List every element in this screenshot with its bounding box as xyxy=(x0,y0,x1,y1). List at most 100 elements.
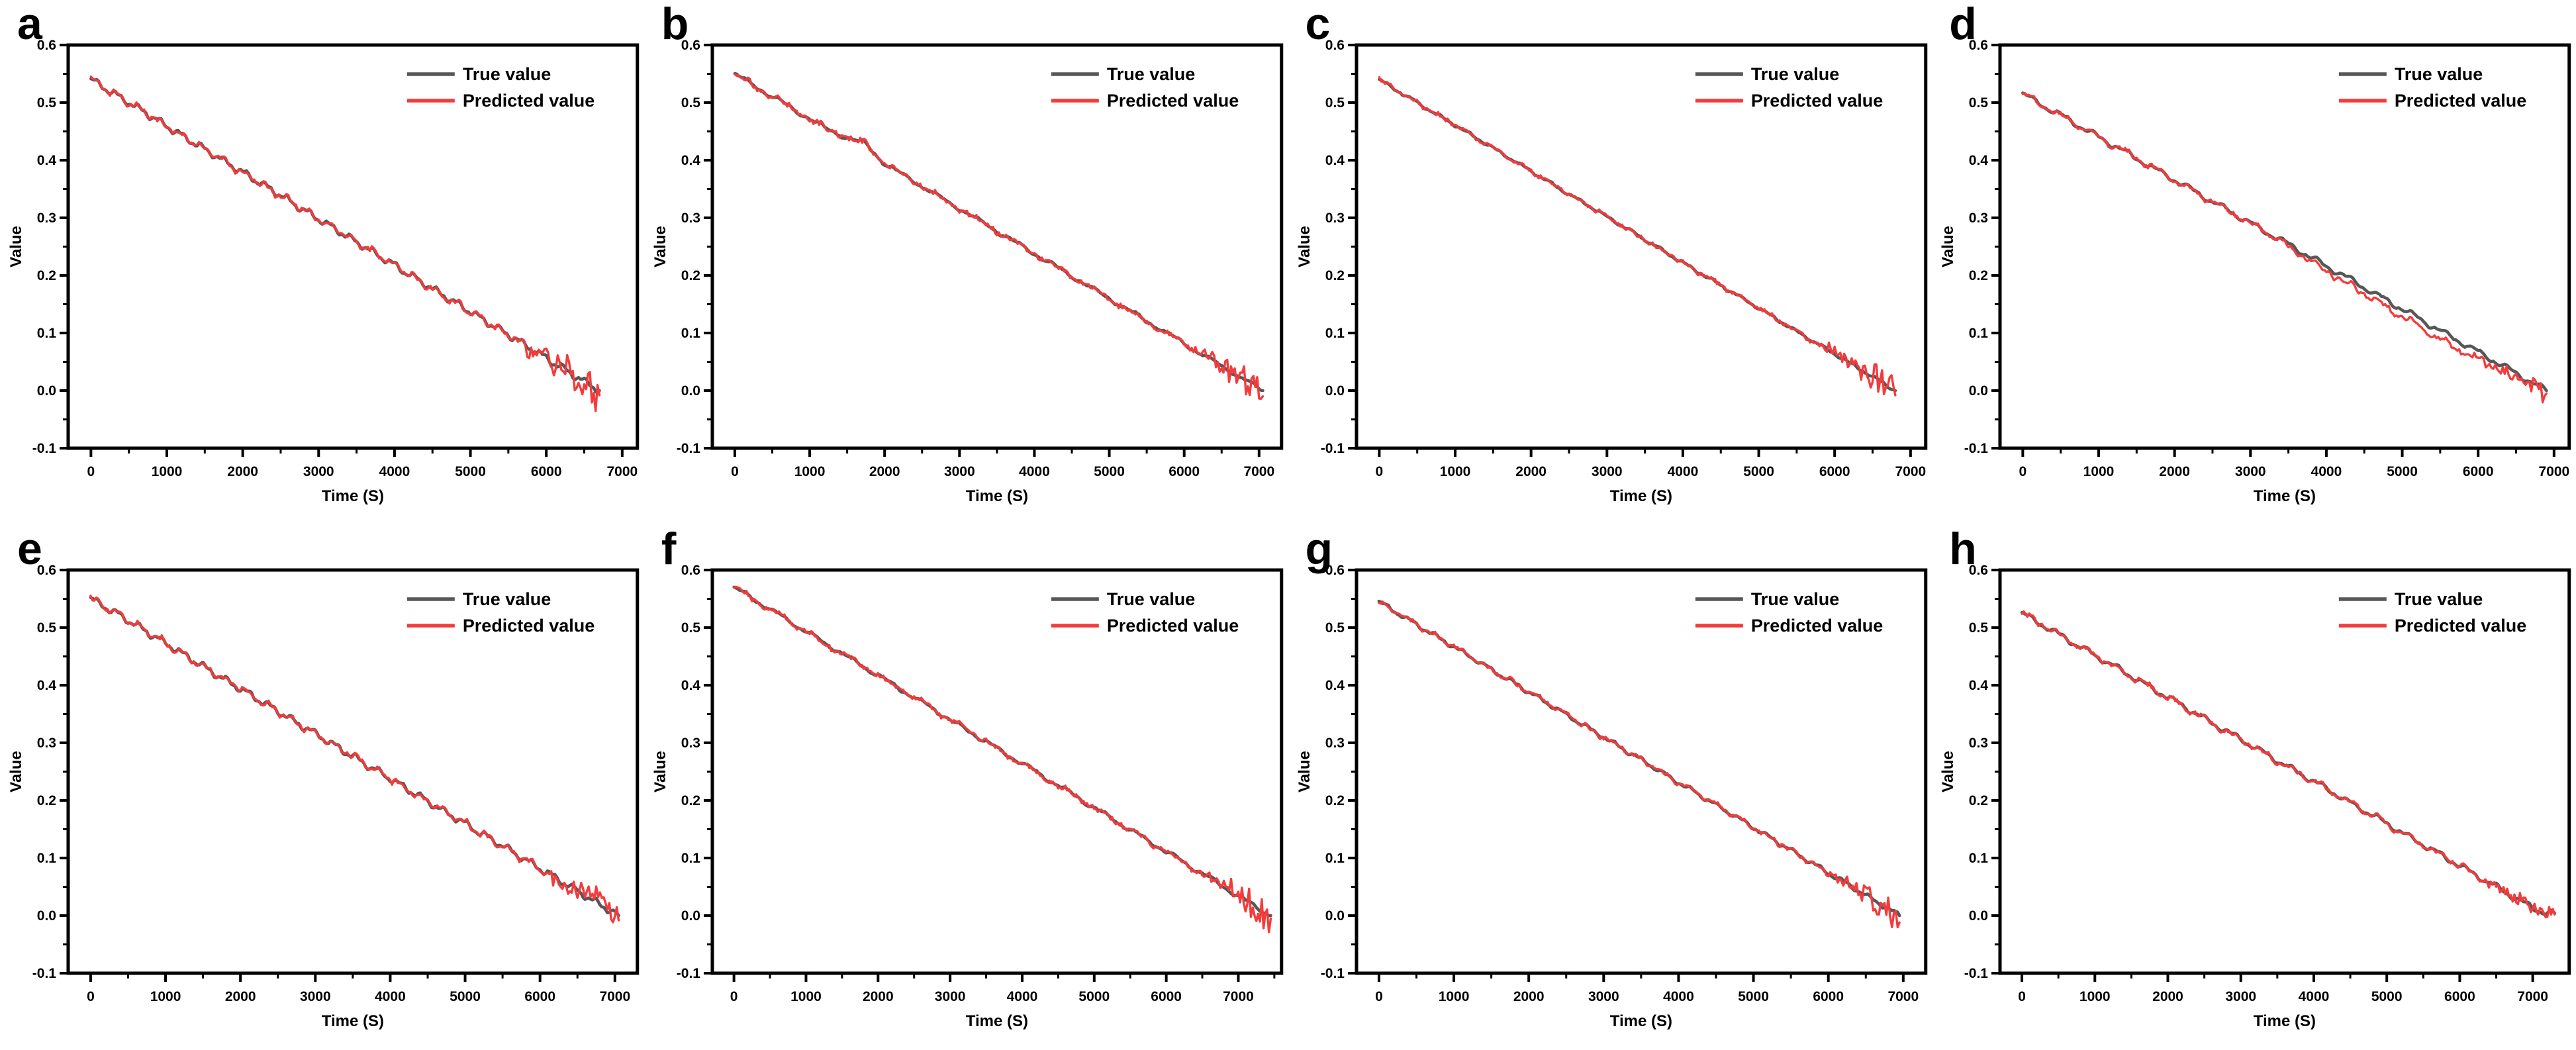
y-tick-label: 0.3 xyxy=(1969,211,1988,226)
y-tick-label: 0.1 xyxy=(37,326,56,341)
chart-panel-h: 0 1000 2000 3000 4000 5000 6000 7000 -0.1 0.0 0.1 0… xyxy=(1939,563,2571,1030)
x-tick-label: 0 xyxy=(1375,989,1383,1004)
legend-label: Predicted value xyxy=(1107,91,1239,111)
plot-border xyxy=(1998,568,2571,975)
x-tick-label: 4000 xyxy=(379,464,410,479)
x-tick-label: 0 xyxy=(2019,464,2027,479)
data-lines xyxy=(89,75,601,412)
panel-letter-b: b xyxy=(661,0,689,49)
y-axis-title: Value xyxy=(651,226,669,267)
x-tick-label: 3000 xyxy=(300,989,331,1004)
x-tick-label: 4000 xyxy=(1019,464,1050,479)
x-tick-label: 5000 xyxy=(450,989,481,1004)
x-tick-label: 0 xyxy=(87,989,95,1004)
y-tick-label: 0.6 xyxy=(1969,563,1988,578)
x-tick-label: 6000 xyxy=(2444,989,2475,1004)
y-tick-label: 0.0 xyxy=(681,908,700,924)
x-tick-label: 7000 xyxy=(1243,464,1274,479)
predicted-value-line xyxy=(89,75,601,412)
x-tick-label: 7000 xyxy=(1223,989,1254,1004)
data-lines xyxy=(2021,91,2548,404)
y-tick-label: -0.1 xyxy=(1320,441,1344,456)
chart-panel-g: 0 1000 2000 3000 4000 5000 6000 7000 -0.1 0.0 0.1 0… xyxy=(1295,563,1927,1030)
y-tick-label: 0.0 xyxy=(1969,383,1988,399)
x-tick-label: 1000 xyxy=(2083,464,2115,479)
panel-letter-h: h xyxy=(1949,525,1977,574)
y-tick-label: 0.1 xyxy=(37,851,56,866)
x-tick-label: 2000 xyxy=(227,464,258,479)
panel-letter-d: d xyxy=(1949,0,1977,49)
x-tick-label: 3000 xyxy=(2235,464,2266,479)
x-axis-title: Time (S) xyxy=(322,1012,384,1030)
chart-panel-e: 0 1000 2000 3000 4000 5000 6000 7000 -0.1 0.0 0.1 0… xyxy=(7,563,640,1030)
y-tick-label: 0.0 xyxy=(1325,908,1344,924)
y-tick-label: 0.4 xyxy=(37,153,56,168)
x-tick-label: 2000 xyxy=(225,989,256,1004)
chart-panel-f: 0 1000 2000 3000 4000 5000 6000 7000 -0.1 0.0 0.1 0… xyxy=(651,563,1284,1030)
true-value-line xyxy=(2021,610,2557,916)
chart-panel-a: 0 1000 2000 3000 4000 5000 6000 7000 -0.1 0.0 0.1 0… xyxy=(7,38,640,505)
legend-label: Predicted value xyxy=(2395,91,2526,111)
y-tick-label: 0.0 xyxy=(1325,383,1344,399)
x-axis-title: Time (S) xyxy=(966,487,1028,505)
x-tick-label: 3000 xyxy=(944,464,975,479)
x-tick-label: 5000 xyxy=(1094,464,1125,479)
x-tick-label: 0 xyxy=(1375,464,1383,479)
x-tick-label: 3000 xyxy=(2226,989,2257,1004)
x-tick-label: 6000 xyxy=(1169,464,1200,479)
panel-letter-c: c xyxy=(1305,0,1331,49)
x-axis-title: Time (S) xyxy=(1609,487,1672,505)
x-tick-label: 5000 xyxy=(2371,989,2403,1004)
legend-label: Predicted value xyxy=(1750,616,1882,636)
x-tick-label: 5000 xyxy=(455,464,486,479)
y-tick-label: 0.3 xyxy=(37,211,56,226)
predicted-value-line xyxy=(1378,76,1897,397)
x-tick-label: 4000 xyxy=(1663,989,1694,1004)
legend-label: True value xyxy=(2395,64,2483,84)
y-tick-label: 0.3 xyxy=(681,736,700,751)
x-tick-label: 1000 xyxy=(152,464,183,479)
legend-label: True value xyxy=(1107,589,1195,609)
y-tick-label: 0.6 xyxy=(681,563,700,578)
panel-letter-a: a xyxy=(17,0,42,49)
predicted-value-line xyxy=(89,595,620,924)
y-tick-label: 0.3 xyxy=(681,211,700,226)
y-tick-label: 0.4 xyxy=(1969,153,1988,168)
x-tick-label: 1000 xyxy=(794,464,825,479)
y-tick-label: 0.3 xyxy=(1325,211,1344,226)
y-tick-label: 0.5 xyxy=(681,620,700,636)
x-tick-label: 3000 xyxy=(1588,989,1619,1004)
x-tick-label: 2000 xyxy=(2160,464,2191,479)
x-tick-label: 2000 xyxy=(1515,464,1547,479)
x-axis-title: Time (S) xyxy=(2254,1012,2316,1030)
y-tick-label: 0.4 xyxy=(1325,153,1344,168)
y-tick-label: 0.6 xyxy=(1325,563,1344,578)
predicted-value-line xyxy=(1377,600,1901,929)
x-tick-label: 2000 xyxy=(2152,989,2183,1004)
x-tick-label: 4000 xyxy=(1667,464,1698,479)
y-axis-title: Value xyxy=(1295,226,1313,267)
x-tick-label: 0 xyxy=(2018,989,2026,1004)
y-tick-label: 0.1 xyxy=(681,851,700,866)
y-tick-label: 0.2 xyxy=(681,268,700,283)
y-tick-label: 0.1 xyxy=(1969,326,1988,341)
legend-label: Predicted value xyxy=(1107,616,1239,636)
predicted-value-line xyxy=(732,585,1272,933)
x-tick-label: 4000 xyxy=(1006,989,1037,1004)
y-tick-label: 0.5 xyxy=(37,620,56,636)
y-tick-label: 0.0 xyxy=(37,908,56,924)
y-tick-label: -0.1 xyxy=(677,441,700,456)
panel-letter-g: g xyxy=(1305,525,1333,574)
y-tick-label: 0.1 xyxy=(681,326,700,341)
plot-border xyxy=(1354,43,1927,450)
y-tick-label: 0.5 xyxy=(1325,620,1344,636)
x-tick-label: 3000 xyxy=(935,989,966,1004)
panel-letter-e: e xyxy=(17,525,42,574)
predicted-value-line xyxy=(733,73,1264,400)
y-tick-label: 0.2 xyxy=(1325,268,1344,283)
y-tick-label: 0.2 xyxy=(1969,793,1988,808)
legend-label: True value xyxy=(463,589,551,609)
y-tick-label: 0.4 xyxy=(37,678,56,693)
data-lines xyxy=(733,72,1264,400)
x-tick-label: 4000 xyxy=(2299,989,2330,1004)
